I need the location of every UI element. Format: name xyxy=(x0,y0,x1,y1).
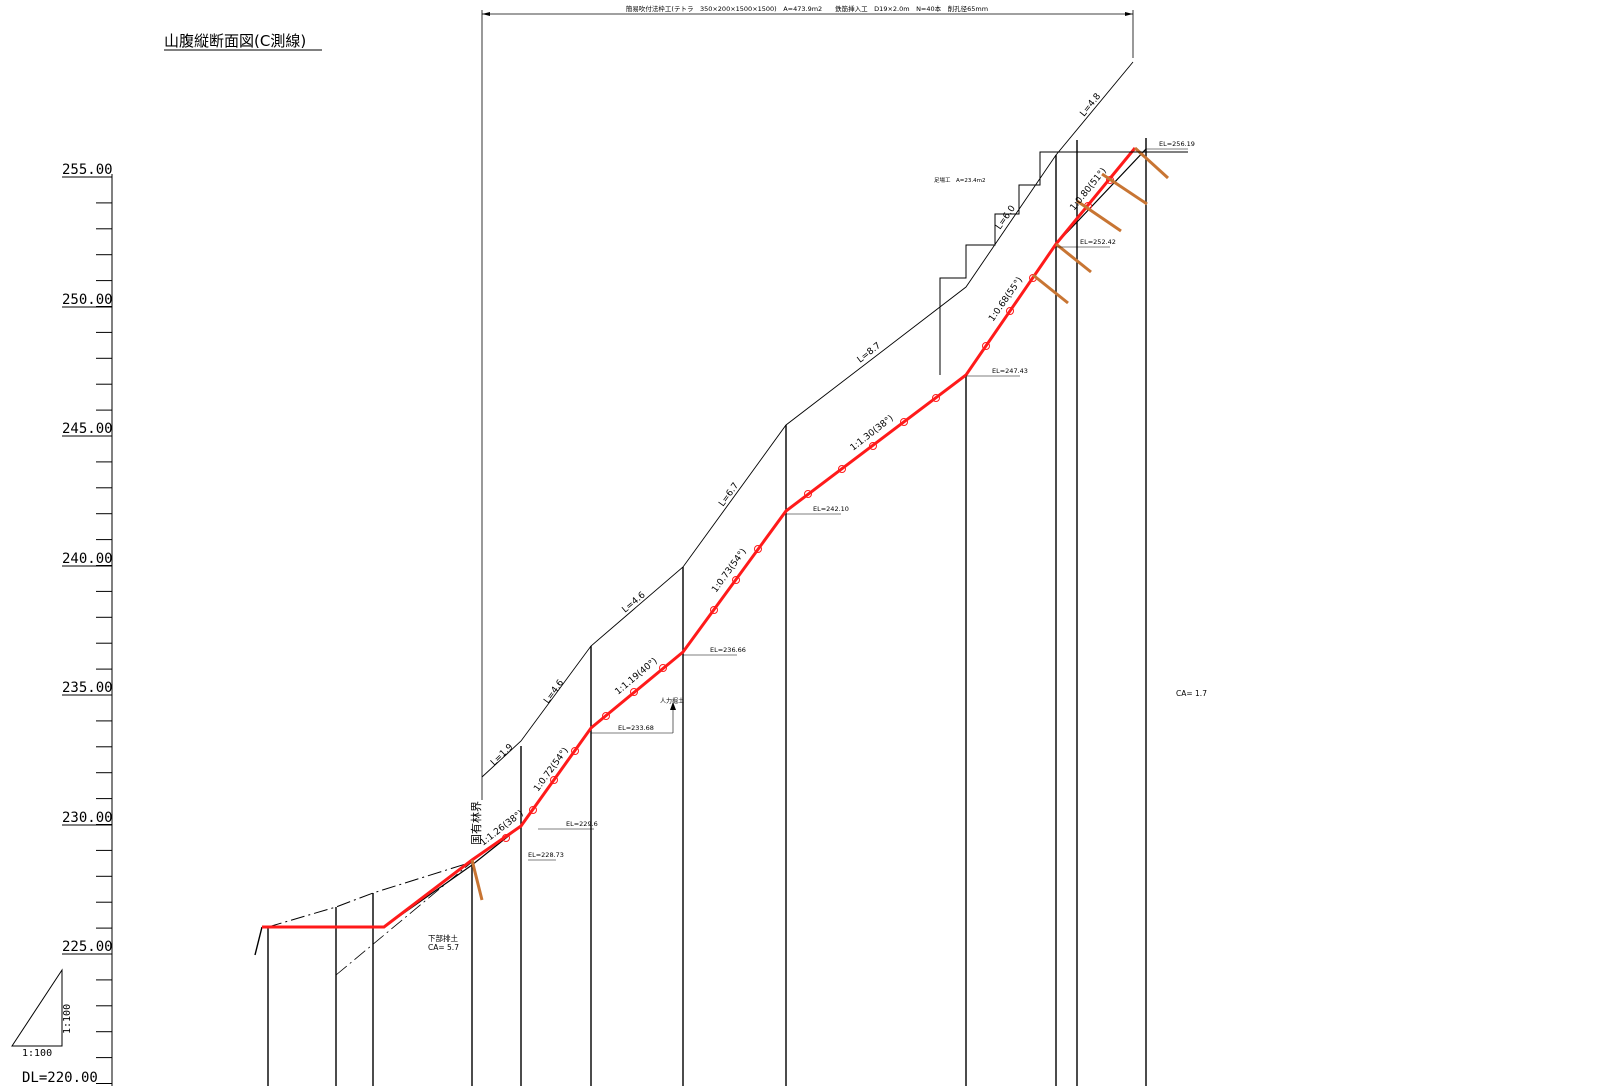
length-label: L=4.8 xyxy=(1079,92,1104,119)
scale-triangle: 1:100 1:100 xyxy=(11,968,73,1059)
upper-ca: CA= 1.7 xyxy=(1176,689,1207,698)
forest-boundary-label: 国有林界 xyxy=(469,801,483,845)
frame-markers xyxy=(502,176,1114,842)
length-label: L=4.6 xyxy=(621,590,648,615)
scale-horizontal: 1:100 xyxy=(22,1048,52,1059)
length-label: L=4.6 xyxy=(542,678,566,706)
elevation-label: EL=256.19 xyxy=(1159,140,1195,148)
slope-labels: 1:1.26(38°) 1:0.72(54°) 1:1.19(40°) 1:0.… xyxy=(479,166,1109,848)
length-labels: L=1.9 L=4.6 L=4.6 L=6.7 L=8.7 L=6.0 L=4.… xyxy=(489,92,1103,769)
length-label: L=8.7 xyxy=(856,341,883,365)
axis-label-235: 235.00 xyxy=(62,680,113,696)
scaffold-label: 足場工 A=23.4m2 xyxy=(934,176,985,184)
elevation-label: EL=236.66 xyxy=(710,646,746,654)
scale-vertical: 1:100 xyxy=(62,1004,73,1034)
top-note: 簡易吹付法枠工(テトラ 350×200×1500×1500) A=473.9m2… xyxy=(626,4,988,13)
elevation-label: EL=242.10 xyxy=(813,505,849,513)
design-slope-line xyxy=(262,147,1137,929)
elevation-label: EL=229.6 xyxy=(566,820,598,828)
elevation-label: EL=252.42 xyxy=(1080,238,1116,246)
axis-label-245: 245.00 xyxy=(62,421,113,437)
scaffold-steps xyxy=(939,151,1188,375)
elevation-label: EL=247.43 xyxy=(992,367,1028,375)
datum-label: DL=220.00 xyxy=(22,1070,98,1086)
axis-label-250: 250.00 xyxy=(62,292,113,308)
length-label: L=1.9 xyxy=(489,742,515,768)
station-lines xyxy=(267,138,1147,1086)
length-dimension-line xyxy=(481,61,1134,778)
lower-cut-label: 下部排土 xyxy=(428,933,458,943)
axis-label-240: 240.00 xyxy=(62,551,113,567)
axis-label-230: 230.00 xyxy=(62,810,113,826)
elevation-label: EL=233.68 xyxy=(618,724,654,732)
anchor-bars xyxy=(470,146,1170,901)
axis-labels: 255.00 250.00 245.00 240.00 235.00 230.0… xyxy=(62,162,113,955)
manual-cut-label: 人力掘土 xyxy=(660,697,684,705)
elevation-label: EL=228.73 xyxy=(528,851,564,859)
axis-label-225: 225.00 xyxy=(62,939,113,955)
lower-cut-ca: CA= 5.7 xyxy=(428,943,459,952)
elevation-labels: EL=228.73 EL=229.6 EL=233.68 EL=236.66 E… xyxy=(528,140,1195,861)
original-ground-line xyxy=(267,861,473,928)
drawing-title: 山腹縦断面図(C測線) xyxy=(164,32,306,50)
slope-label: 1:0.72(54°) xyxy=(532,746,571,794)
length-label: L=6.7 xyxy=(717,481,741,509)
axis-label-255: 255.00 xyxy=(62,162,113,178)
top-dimension: 簡易吹付法枠工(テトラ 350×200×1500×1500) A=473.9m2… xyxy=(481,4,1134,800)
